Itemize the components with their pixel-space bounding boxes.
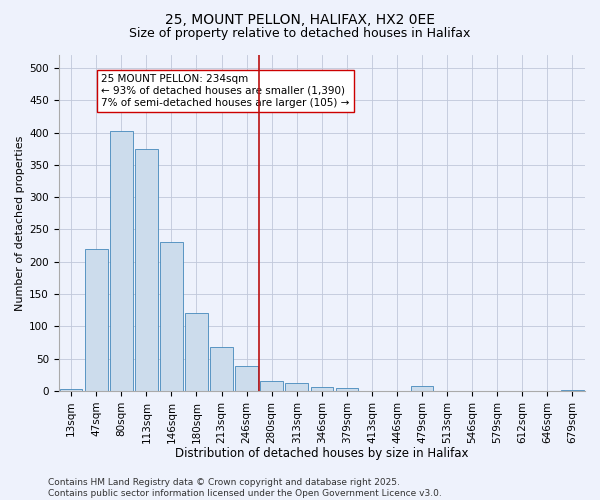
X-axis label: Distribution of detached houses by size in Halifax: Distribution of detached houses by size … — [175, 447, 469, 460]
Bar — [135, 148, 158, 391]
Text: 25 MOUNT PELLON: 234sqm
← 93% of detached houses are smaller (1,390)
7% of semi-: 25 MOUNT PELLON: 234sqm ← 93% of detache… — [101, 74, 350, 108]
Bar — [210, 347, 233, 391]
Bar — [185, 314, 208, 391]
Bar — [286, 382, 308, 391]
Bar — [110, 130, 133, 391]
Bar — [235, 366, 258, 391]
Bar — [85, 249, 107, 391]
Bar — [60, 389, 82, 391]
Bar — [561, 390, 584, 391]
Bar — [335, 388, 358, 391]
Text: 25, MOUNT PELLON, HALIFAX, HX2 0EE: 25, MOUNT PELLON, HALIFAX, HX2 0EE — [165, 12, 435, 26]
Text: Size of property relative to detached houses in Halifax: Size of property relative to detached ho… — [130, 28, 470, 40]
Bar — [411, 386, 433, 391]
Bar — [311, 387, 333, 391]
Text: Contains HM Land Registry data © Crown copyright and database right 2025.
Contai: Contains HM Land Registry data © Crown c… — [48, 478, 442, 498]
Y-axis label: Number of detached properties: Number of detached properties — [15, 136, 25, 310]
Bar — [160, 242, 183, 391]
Bar — [260, 382, 283, 391]
